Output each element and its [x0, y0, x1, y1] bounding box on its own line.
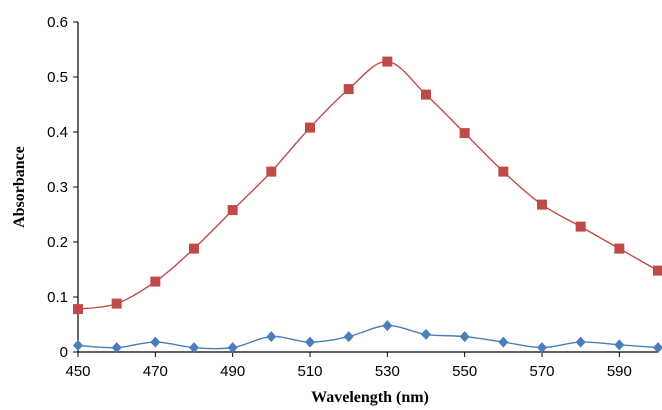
series-2	[73, 56, 662, 315]
x-tick-label: 590	[607, 363, 632, 380]
data-point-square	[305, 122, 315, 133]
data-point-diamond	[150, 336, 161, 348]
data-point-diamond	[266, 331, 277, 343]
data-point-diamond	[459, 331, 470, 343]
data-point-diamond	[498, 336, 509, 348]
data-point-square	[382, 56, 393, 67]
y-axis-title: Absorbance	[11, 146, 28, 228]
data-point-square	[459, 128, 470, 139]
x-tick-label: 470	[143, 363, 168, 380]
data-point-diamond	[537, 342, 547, 354]
data-point-diamond	[421, 328, 431, 340]
data-point-square	[227, 205, 238, 216]
y-tick-label: 0.2	[47, 234, 68, 251]
y-tick-label: 0.5	[47, 69, 68, 86]
x-tick-label: 530	[375, 363, 400, 380]
data-point-diamond	[382, 320, 393, 332]
data-point-square	[575, 221, 586, 232]
x-tick-label: 570	[529, 363, 554, 380]
data-point-diamond	[343, 331, 354, 343]
y-tick-label: 0	[60, 344, 68, 361]
y-tick-label: 0.4	[47, 124, 68, 141]
data-point-diamond	[575, 336, 586, 348]
x-ticks: 450 470 490 510 530 550 570 590	[65, 352, 632, 380]
data-point-square	[614, 243, 625, 254]
data-point-square	[343, 84, 354, 95]
data-point-diamond	[614, 339, 625, 351]
x-tick-label: 490	[220, 363, 245, 380]
series-line	[77, 60, 659, 310]
series-1	[73, 320, 662, 354]
data-point-square	[189, 243, 199, 254]
data-point-square	[653, 265, 662, 276]
data-point-diamond	[305, 336, 315, 348]
y-ticks: 0 0.1 0.2 0.3 0.4 0.5 0.6	[47, 14, 78, 361]
data-point-square	[498, 166, 509, 177]
y-tick-label: 0.3	[47, 179, 68, 196]
data-point-square	[111, 298, 122, 309]
data-point-square	[537, 199, 547, 210]
x-tick-label: 510	[297, 363, 322, 380]
data-point-diamond	[111, 342, 122, 354]
data-point-square	[150, 276, 161, 287]
data-point-diamond	[73, 339, 83, 351]
data-point-diamond	[653, 342, 662, 354]
series-line	[77, 324, 659, 350]
x-axis-title: Wavelength (nm)	[311, 389, 429, 406]
data-point-diamond	[189, 342, 199, 354]
data-point-square	[73, 304, 83, 315]
data-point-square	[421, 89, 431, 100]
data-point-diamond	[227, 342, 238, 354]
series-layer	[73, 56, 662, 354]
y-tick-label: 0.1	[47, 289, 68, 306]
x-tick-label: 550	[452, 363, 477, 380]
y-tick-label: 0.6	[47, 14, 68, 31]
x-tick-label: 450	[65, 363, 90, 380]
data-point-square	[266, 166, 277, 177]
